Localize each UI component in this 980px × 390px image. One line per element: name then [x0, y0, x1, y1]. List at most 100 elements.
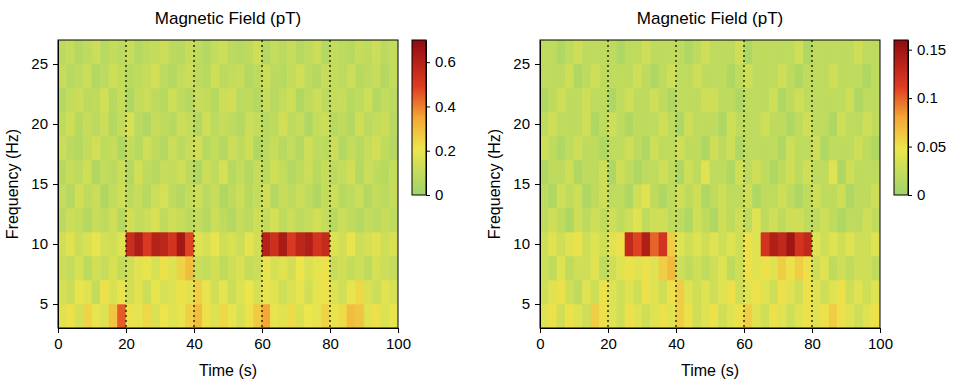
heatmap-cell — [812, 136, 821, 160]
heatmap-cell — [855, 280, 864, 304]
heatmap-cell — [347, 280, 356, 304]
heatmap-cell — [118, 40, 127, 64]
heatmap-cell — [872, 136, 881, 160]
heatmap-cell — [101, 304, 110, 328]
heatmap-cell — [608, 280, 617, 304]
heatmap-cell — [872, 112, 881, 136]
heatmap-cell — [744, 136, 753, 160]
heatmap-cell — [540, 160, 549, 184]
heatmap-cell — [364, 136, 373, 160]
heatmap-cell — [659, 256, 668, 280]
heatmap-cell — [279, 88, 288, 112]
heatmap-cell — [237, 208, 246, 232]
heatmap-cell — [566, 88, 575, 112]
heatmap-cell — [271, 40, 280, 64]
heatmap-cell — [75, 136, 84, 160]
heatmap-cell — [67, 280, 76, 304]
heatmap-cell — [322, 112, 331, 136]
heatmap-cell — [736, 112, 745, 136]
heatmap-cell — [549, 184, 558, 208]
heatmap-cell — [566, 232, 575, 256]
heatmap-cell — [770, 256, 779, 280]
heatmap-cell — [829, 208, 838, 232]
heatmap-cell — [566, 208, 575, 232]
heatmap-cell — [795, 64, 804, 88]
heatmap-cell — [685, 136, 694, 160]
heatmap-cell — [84, 40, 93, 64]
heatmap-cell — [846, 280, 855, 304]
heatmap-cell — [829, 256, 838, 280]
colorbar-tick-label: 0.05 — [917, 138, 946, 155]
heatmap-cell — [313, 88, 322, 112]
heatmap-cell — [211, 256, 220, 280]
heatmap-cell — [787, 184, 796, 208]
heatmap-cell — [634, 208, 643, 232]
heatmap-cell — [228, 64, 237, 88]
heatmap-cell — [237, 280, 246, 304]
heatmap-cell — [770, 280, 779, 304]
y-tick-label: 10 — [513, 235, 530, 252]
heatmap-cell — [339, 256, 348, 280]
x-tick-label: 0 — [54, 335, 62, 352]
heatmap-cell — [356, 112, 365, 136]
heatmap-cell — [549, 208, 558, 232]
heatmap-cell — [169, 184, 178, 208]
heatmap-cell — [761, 136, 770, 160]
heatmap-cell — [254, 304, 263, 328]
heatmap-cell — [770, 88, 779, 112]
heatmap-cell — [600, 280, 609, 304]
heatmap-cell — [381, 184, 390, 208]
heatmap-cell — [92, 64, 101, 88]
heatmap-cell — [736, 280, 745, 304]
heatmap-cell — [625, 160, 634, 184]
heatmap-cell — [92, 40, 101, 64]
heatmap-cell — [143, 280, 152, 304]
heatmap-cell — [549, 256, 558, 280]
heatmap-cell — [702, 256, 711, 280]
heatmap-cell — [169, 112, 178, 136]
heatmap-cell — [583, 304, 592, 328]
heatmap-cell — [245, 232, 254, 256]
heatmap-cell — [313, 256, 322, 280]
heatmap-cell — [812, 232, 821, 256]
heatmap-cell — [373, 304, 382, 328]
heatmap-cell — [804, 184, 813, 208]
heatmap-cell — [566, 256, 575, 280]
heatmap-cell — [608, 160, 617, 184]
heatmap-cell — [152, 88, 161, 112]
heatmap-cell — [676, 64, 685, 88]
heatmap-cell — [186, 256, 195, 280]
heatmap-cell — [753, 160, 762, 184]
heatmap-cell — [152, 256, 161, 280]
heatmap-cell — [676, 304, 685, 328]
heatmap-cell — [237, 40, 246, 64]
heatmap-cell — [92, 184, 101, 208]
heatmap-cell — [608, 184, 617, 208]
heatmap-cell — [625, 256, 634, 280]
heatmap-cell — [262, 232, 271, 256]
heatmap-cell — [75, 112, 84, 136]
heatmap-cell — [245, 304, 254, 328]
heatmap-cell — [177, 64, 186, 88]
heatmap-cell — [727, 40, 736, 64]
heatmap-cell — [75, 88, 84, 112]
x-tick: 80 — [322, 328, 339, 352]
heatmap-cell — [390, 280, 399, 304]
heatmap-cell — [58, 232, 67, 256]
heatmap-cell — [101, 136, 110, 160]
y-tick-mark — [535, 244, 540, 245]
heatmap-cell — [118, 64, 127, 88]
heatmap-cell — [676, 160, 685, 184]
heatmap-cell — [169, 40, 178, 64]
heatmap-cell — [296, 160, 305, 184]
heatmap-cell — [795, 280, 804, 304]
heatmap-cell — [254, 184, 263, 208]
heatmap-cell — [744, 184, 753, 208]
heatmap-cell — [313, 112, 322, 136]
heatmap-cell — [339, 88, 348, 112]
heatmap-cell — [92, 88, 101, 112]
heatmap-cell — [778, 232, 787, 256]
heatmap-cell — [795, 88, 804, 112]
x-tick-mark — [58, 328, 59, 333]
heatmap-cell — [642, 208, 651, 232]
